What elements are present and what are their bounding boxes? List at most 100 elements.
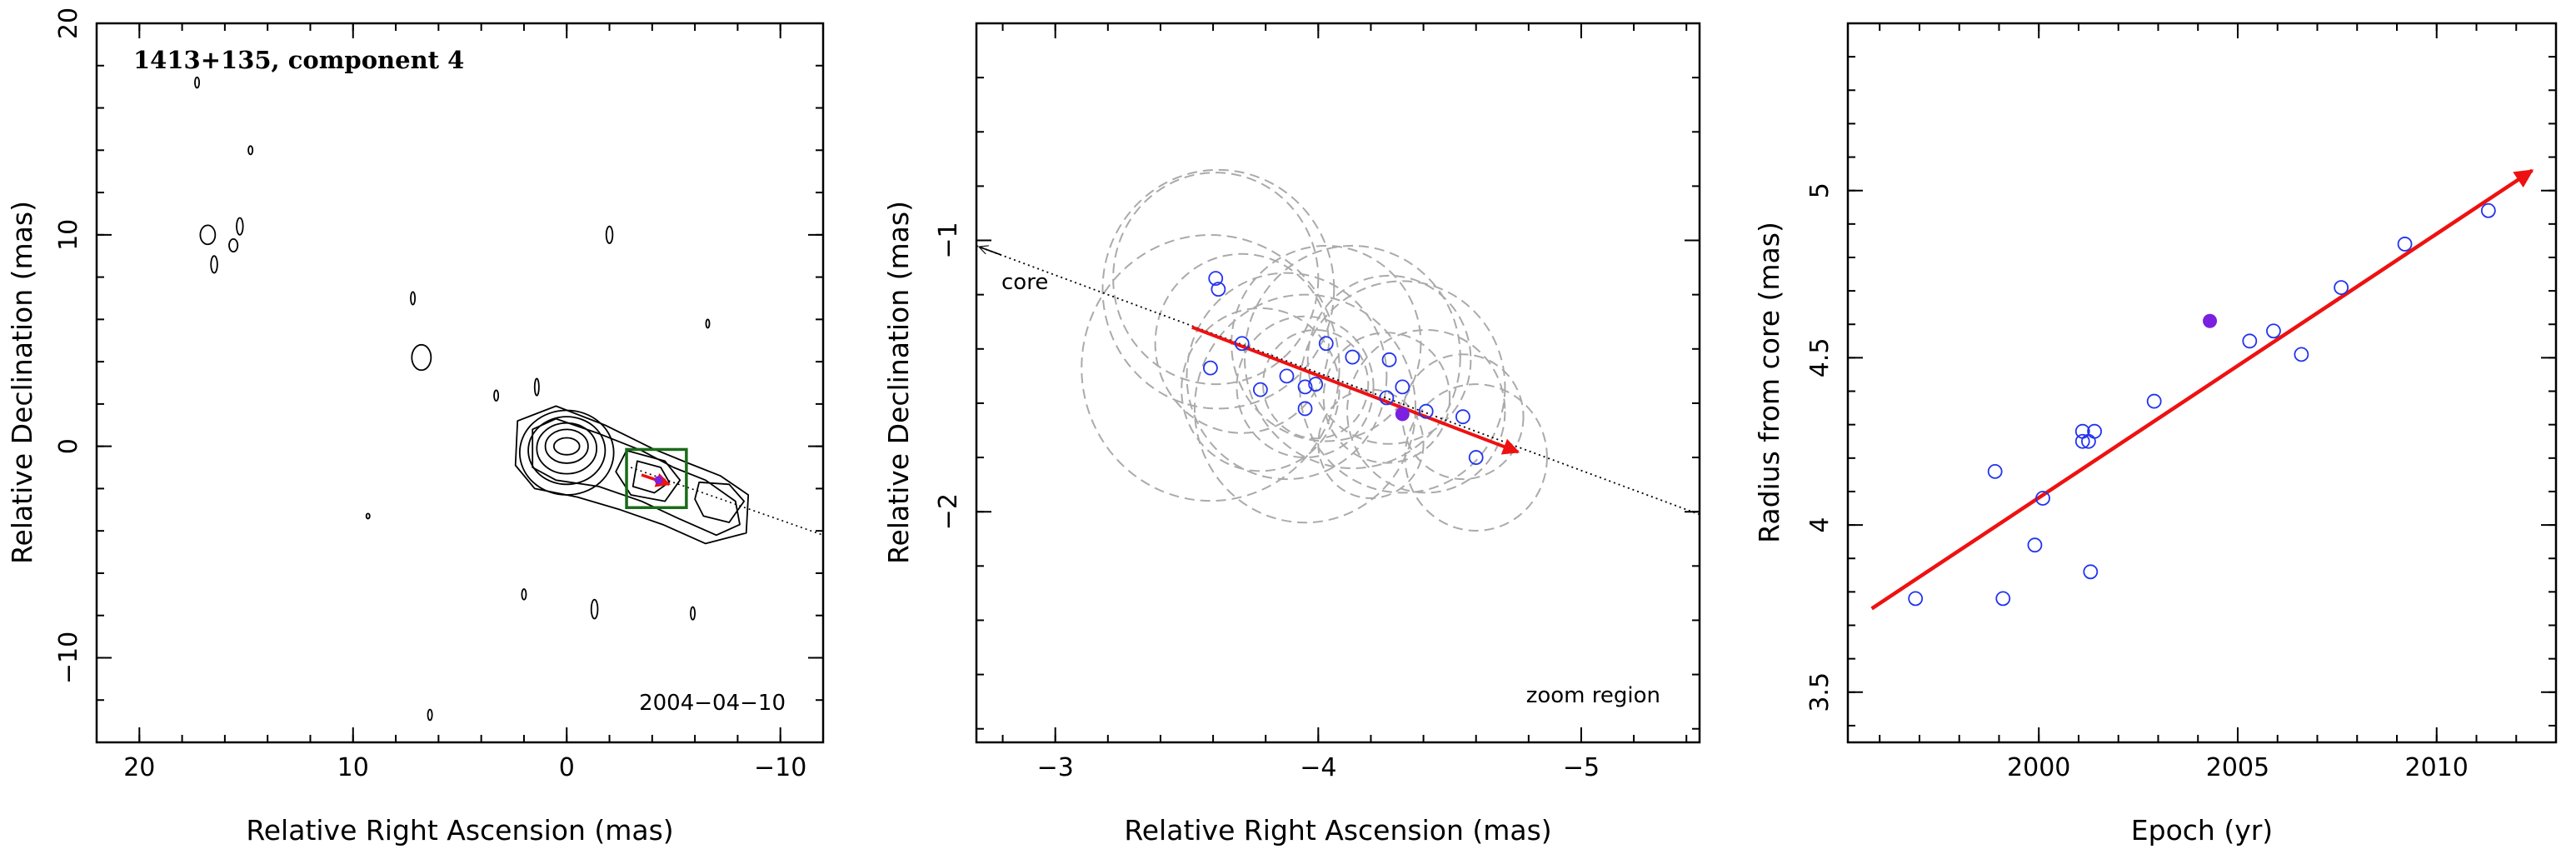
component-position-point: [1345, 349, 1360, 365]
noise-contour: [247, 145, 254, 156]
x-axis-label: Relative Right Ascension (mas): [1124, 814, 1551, 847]
x-tick-label: 10: [337, 753, 369, 782]
radius-point: [2083, 564, 2099, 580]
noise-contour: [521, 588, 527, 601]
component-position-point: [1381, 352, 1397, 367]
radius-point: [2035, 491, 2050, 506]
radius-point: [1987, 463, 2003, 479]
noise-contour: [365, 512, 371, 520]
radius-point: [2027, 537, 2043, 553]
radius-point: [2334, 280, 2349, 296]
y-axis-label: Relative Declination (mas): [6, 201, 38, 564]
radius-point: [2294, 347, 2309, 362]
component-size-circle: [1317, 388, 1425, 499]
noise-contour: [411, 343, 432, 372]
y-axis-label: Radius from core (mas): [1753, 222, 1785, 543]
y-tick-label: 5: [1805, 182, 1835, 198]
epoch-marker: [654, 476, 663, 485]
y-tick-label: −10: [54, 632, 83, 684]
radius-point: [2397, 237, 2413, 252]
radius-point: [2087, 423, 2102, 439]
component-position-point: [1418, 403, 1434, 419]
component-position-point: [1395, 379, 1410, 395]
radius-point: [2242, 333, 2258, 349]
noise-contour: [410, 291, 417, 306]
noise-contour: [427, 708, 433, 722]
component-position-point: [1279, 368, 1295, 384]
component-position-point: [1468, 450, 1484, 465]
component-size-circle: [1231, 245, 1422, 442]
component-size-circle: [1181, 307, 1340, 472]
x-tick-label: 2005: [2206, 753, 2269, 782]
x-tick-label: 20: [123, 753, 155, 782]
noise-contour: [605, 225, 614, 244]
radius-point: [2266, 323, 2281, 339]
panel-frame: [975, 22, 1701, 744]
component-size-circle: [1243, 245, 1461, 470]
y-tick-label: −1: [934, 222, 963, 258]
noise-contour: [194, 76, 201, 89]
panel-frame: [95, 22, 825, 744]
noise-contour: [705, 318, 711, 329]
component-size-circle: [1346, 328, 1506, 494]
jet-contour: [694, 481, 745, 523]
core-contour: [527, 416, 607, 486]
x-tick-label: 2000: [2007, 753, 2070, 782]
core-contour: [544, 428, 589, 464]
component-size-circle: [1101, 168, 1335, 410]
component-size-circle: [1299, 280, 1506, 494]
y-tick-label: 3.5: [1805, 672, 1835, 712]
component-size-circle: [1404, 383, 1548, 532]
highlighted-epoch-point: [2203, 313, 2218, 328]
panel-full-map: 20 10 0 −10 −10 0 10 20 1413+135, component 4 2…: [6, 7, 825, 847]
core-arrow: [980, 247, 1002, 256]
highlighted-epoch-point: [1395, 407, 1410, 422]
component-position-point: [1379, 390, 1395, 406]
radius-point: [2074, 433, 2090, 449]
x-tick-label: −3: [1037, 753, 1074, 782]
component-size-circle: [1193, 293, 1417, 524]
x-tick-label: −4: [1300, 753, 1336, 782]
noise-contour: [228, 237, 239, 253]
core-label: core: [1001, 270, 1048, 295]
y-tick-label: 10: [54, 219, 83, 251]
noise-contour: [493, 389, 500, 402]
x-tick-label: 0: [559, 753, 575, 782]
jet-contour: [615, 449, 681, 502]
component-size-circle: [1306, 274, 1472, 445]
radius-point: [2480, 202, 2496, 218]
noise-contour: [533, 377, 540, 397]
panel-zoom-region: −3 −4 −5 −2 −1 core zoom region Relative Rig…: [882, 22, 1701, 847]
core-contour: [536, 422, 598, 475]
component-position-point: [1455, 409, 1470, 425]
x-tick-label: 2010: [2405, 753, 2469, 782]
y-axis-label: Relative Declination (mas): [882, 201, 915, 564]
component-position-point: [1208, 271, 1224, 287]
core-contour: [552, 437, 581, 456]
component-position-point: [1234, 336, 1250, 352]
noise-contour: [210, 255, 218, 274]
component-size-circle: [1322, 332, 1451, 464]
component-size-circle: [1154, 252, 1330, 434]
component-position-point: [1211, 282, 1226, 297]
noise-contour: [690, 606, 696, 621]
core-contour: [518, 409, 615, 496]
radius-point: [1908, 591, 1924, 607]
component-size-circle: [1081, 234, 1340, 502]
panel-radius-epoch: 2000 2005 2010 3.5 4 4.5 5 Epoch (yr) Radius f…: [1753, 22, 2558, 847]
jet-contour: [532, 417, 741, 537]
component-position-point: [1203, 360, 1218, 376]
component-size-circle: [1262, 328, 1370, 440]
y-tick-label: 4.5: [1805, 338, 1835, 378]
x-tick-label: −5: [1563, 753, 1600, 782]
velocity-arrow: [1191, 325, 1520, 455]
component-position-point: [1318, 336, 1334, 352]
x-tick-label: −10: [754, 753, 806, 782]
y-tick-label: 4: [1805, 517, 1835, 533]
component-position-point: [1252, 382, 1268, 397]
x-axis-label: Epoch (yr): [2131, 814, 2273, 847]
component-position-point: [1297, 401, 1313, 417]
component-size-circle: [1186, 272, 1388, 481]
noise-contour: [199, 224, 217, 246]
